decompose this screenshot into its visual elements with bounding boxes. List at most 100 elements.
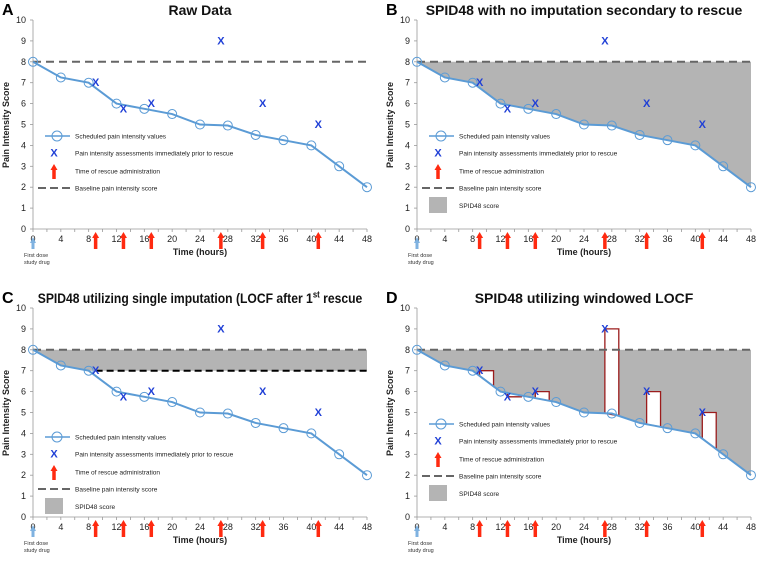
rescue-arrow-shaft <box>700 237 705 249</box>
x-tick-label: 44 <box>334 234 344 244</box>
first-dose-arrow-shaft <box>31 530 35 537</box>
scheduled-point <box>28 56 38 67</box>
legend-label: SPID48 score <box>459 203 499 210</box>
x-tick-label: 4 <box>58 234 63 244</box>
rescue-assessment-point: X <box>504 391 512 403</box>
legend-arrow-icon-shaft <box>436 169 440 179</box>
y-tick-label: 1 <box>405 203 410 213</box>
y-tick-label: 5 <box>21 120 26 130</box>
legend-arrow-icon-shaft <box>52 470 56 480</box>
chart-title-group: SPID48 utilizing single imputation (LOCF… <box>38 289 363 306</box>
rescue-arrow-shaft <box>316 525 321 537</box>
rescue-assessment-point-glyph: X <box>601 35 609 47</box>
chart-title: SPID48 with no imputation secondary to r… <box>426 2 743 18</box>
legend-circle-icon <box>435 130 447 142</box>
rescue-assessment-point: X <box>92 365 100 377</box>
rescue-arrow-head <box>314 520 322 526</box>
panel-letter: B <box>386 2 398 19</box>
scheduled-point <box>634 417 645 428</box>
x-tick-label: 48 <box>362 234 372 244</box>
x-tick-label: 8 <box>86 522 91 532</box>
rescue-arrow-head <box>92 232 100 238</box>
rescue-arrow-head <box>147 232 155 238</box>
y-tick-label: 3 <box>405 449 410 459</box>
scheduled-point <box>334 161 345 172</box>
chart-panel-c: C SPID48 utilizing single imputation (LOC… <box>1 289 372 554</box>
y-tick-label: 10 <box>400 15 410 25</box>
rescue-arrow-head <box>259 232 267 238</box>
y-tick-label: 4 <box>21 428 26 438</box>
scheduled-point <box>662 423 673 434</box>
legend-circle-icon <box>51 130 63 142</box>
panel-letter: C <box>2 290 14 307</box>
x-axis-label: Time (hours) <box>557 535 611 545</box>
y-tick-label: 9 <box>21 324 26 334</box>
x-tick-label: 28 <box>223 522 233 532</box>
scheduled-point <box>439 360 450 371</box>
rescue-arrow <box>503 232 511 249</box>
legend-label: Time of rescue administration <box>75 169 160 176</box>
y-tick-label: 8 <box>21 57 26 67</box>
rescue-arrow <box>698 520 706 537</box>
rescue-assessment-point: X <box>476 365 484 377</box>
legend-label: Time of rescue administration <box>75 470 160 477</box>
scheduled-series-line <box>32 60 368 188</box>
rescue-arrow-head <box>314 232 322 238</box>
rescue-arrow <box>119 232 127 249</box>
scheduled-point <box>195 407 205 418</box>
legend-arrow-icon-head <box>434 164 442 170</box>
x-tick-label: 24 <box>579 234 589 244</box>
rescue-arrow-shaft <box>149 525 154 537</box>
rescue-arrow-shaft <box>93 525 98 537</box>
rescue-assessment-point-glyph: X <box>643 98 651 110</box>
rescue-arrow-head <box>601 232 609 238</box>
x-tick-label: 44 <box>718 522 728 532</box>
x-tick-label: 48 <box>746 234 756 244</box>
y-tick-label: 3 <box>21 449 26 459</box>
rescue-arrow <box>259 232 267 249</box>
legend-label: Scheduled pain intensity values <box>459 422 551 429</box>
scheduled-point <box>412 344 422 355</box>
legend-label: Baseline pain intensity score <box>75 487 158 494</box>
y-axis-label: Pain Intensity Score <box>1 370 11 456</box>
x-tick-label: 28 <box>223 234 233 244</box>
legend-x-icon-glyph: X <box>50 449 58 461</box>
y-tick-label: 5 <box>405 408 410 418</box>
rescue-assessment-point-glyph: X <box>217 323 225 335</box>
scheduled-point <box>523 391 534 402</box>
rescue-assessment-point-glyph: X <box>120 391 128 403</box>
scheduled-point <box>83 77 94 88</box>
legend-x-icon-glyph: X <box>50 148 58 160</box>
x-tick-label: 32 <box>635 234 645 244</box>
rescue-assessment-point: X <box>643 386 651 398</box>
rescue-assessment-point-glyph: X <box>92 365 100 377</box>
rescue-arrow-shaft <box>93 237 98 249</box>
x-tick-label: 44 <box>334 522 344 532</box>
scheduled-point <box>111 386 122 397</box>
x-tick-label: 48 <box>746 522 756 532</box>
rescue-arrow <box>643 520 651 537</box>
x-tick-label: 20 <box>551 234 561 244</box>
rescue-assessment-point: X <box>643 98 651 110</box>
y-tick-label: 1 <box>21 203 26 213</box>
x-tick-label: 36 <box>662 522 672 532</box>
x-tick-label: 4 <box>442 234 447 244</box>
x-tick-label: 16 <box>139 234 149 244</box>
first-dose-arrow <box>414 525 420 537</box>
scheduled-point <box>718 449 729 460</box>
scheduled-point <box>579 119 589 130</box>
legend-circle-icon <box>435 418 447 430</box>
legend-label: Time of rescue administration <box>459 457 544 464</box>
y-tick-label: 9 <box>21 36 26 46</box>
chart-title-text: SPID48 with no imputation secondary to r… <box>426 2 743 18</box>
rescue-assessment-point: X <box>532 98 540 110</box>
rescue-assessment-point: X <box>120 103 128 115</box>
legend-x-icon: X <box>434 436 442 448</box>
x-tick-label: 12 <box>111 234 121 244</box>
rescue-assessment-point-glyph: X <box>148 386 156 398</box>
rescue-arrow <box>476 232 484 249</box>
rescue-arrow-head <box>119 232 127 238</box>
scheduled-point <box>334 449 345 460</box>
rescue-assessment-point-glyph: X <box>476 77 484 89</box>
